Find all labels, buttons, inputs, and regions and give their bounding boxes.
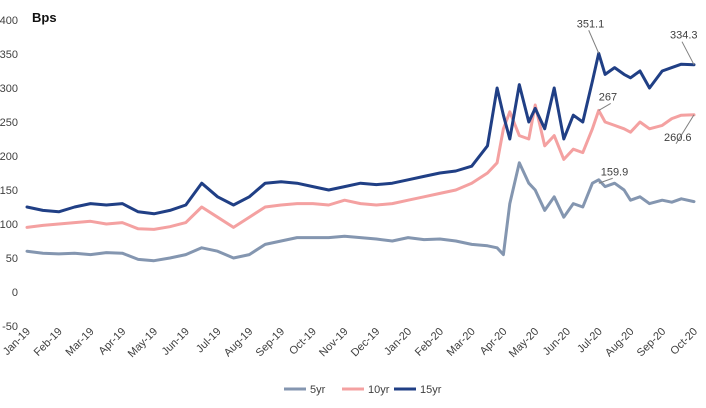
series-lines	[25, 51, 696, 263]
x-tick-label: Jul-20	[575, 326, 605, 356]
legend-label-10yr: 10yr	[368, 384, 390, 396]
annotation-label: 260.6	[664, 132, 692, 144]
annotation-leader	[681, 41, 695, 65]
series-line-10yr	[25, 103, 696, 231]
y-tick-label: 300	[0, 83, 18, 95]
annotation-leader	[588, 30, 600, 54]
y-tick-label: 200	[0, 151, 18, 163]
annotation-label: 267	[599, 91, 617, 103]
x-tick-label: May-20	[507, 326, 541, 360]
x-tick-label: Apr-19	[97, 326, 129, 358]
annotation-leader	[598, 103, 611, 111]
x-tick-label: Feb-20	[413, 326, 446, 359]
y-tick-label: -50	[2, 321, 18, 333]
x-tick-label: Jul-19	[194, 326, 224, 356]
y-tick-label: 50	[6, 253, 18, 265]
annotation-leader	[675, 114, 695, 145]
x-tick-label: Nov-19	[317, 326, 351, 360]
annotation-label: 351.1	[577, 18, 605, 30]
y-tick-label: 350	[0, 49, 18, 61]
legend-label-15yr: 15yr	[420, 384, 442, 396]
legend: 5yr 10yr 15yr	[284, 384, 442, 396]
x-tick-label: Mar-19	[64, 326, 97, 359]
x-tick-label: Jun-19	[160, 326, 192, 358]
annotation-label: 334.3	[670, 30, 698, 42]
series-line-5yr	[25, 161, 696, 263]
data-annotations: 351.1 334.3 267 260.6 159.9	[577, 18, 698, 184]
y-axis-ticks: -50 0 50 100 150 200 250 300 350 400	[0, 15, 18, 333]
x-tick-label: Sep-20	[635, 326, 669, 360]
series-line-15yr	[25, 51, 696, 216]
x-tick-label: Aug-20	[603, 326, 637, 360]
x-tick-label: Sep-19	[254, 326, 288, 360]
legend-label-5yr: 5yr	[310, 384, 326, 396]
y-axis-label: Bps	[32, 10, 57, 25]
x-tick-label: Aug-19	[222, 326, 256, 360]
y-tick-label: 100	[0, 219, 18, 231]
y-tick-label: 150	[0, 185, 18, 197]
x-tick-label: May-19	[126, 326, 160, 360]
x-tick-label: Jun-20	[541, 326, 573, 358]
x-tick-label: Oct-19	[287, 326, 319, 358]
x-tick-label: Feb-19	[32, 326, 65, 359]
annotation-leader	[598, 177, 613, 184]
y-tick-label: 400	[0, 15, 18, 27]
x-tick-label: Oct-20	[668, 326, 700, 358]
y-tick-label: 0	[12, 287, 18, 299]
annotation-label: 159.9	[601, 166, 629, 178]
y-tick-label: 250	[0, 117, 18, 129]
x-tick-label: Dec-19	[349, 326, 383, 360]
x-tick-label: Apr-20	[478, 326, 510, 358]
x-tick-label: Mar-20	[445, 326, 478, 359]
x-tick-label: Jan-20	[382, 326, 414, 358]
